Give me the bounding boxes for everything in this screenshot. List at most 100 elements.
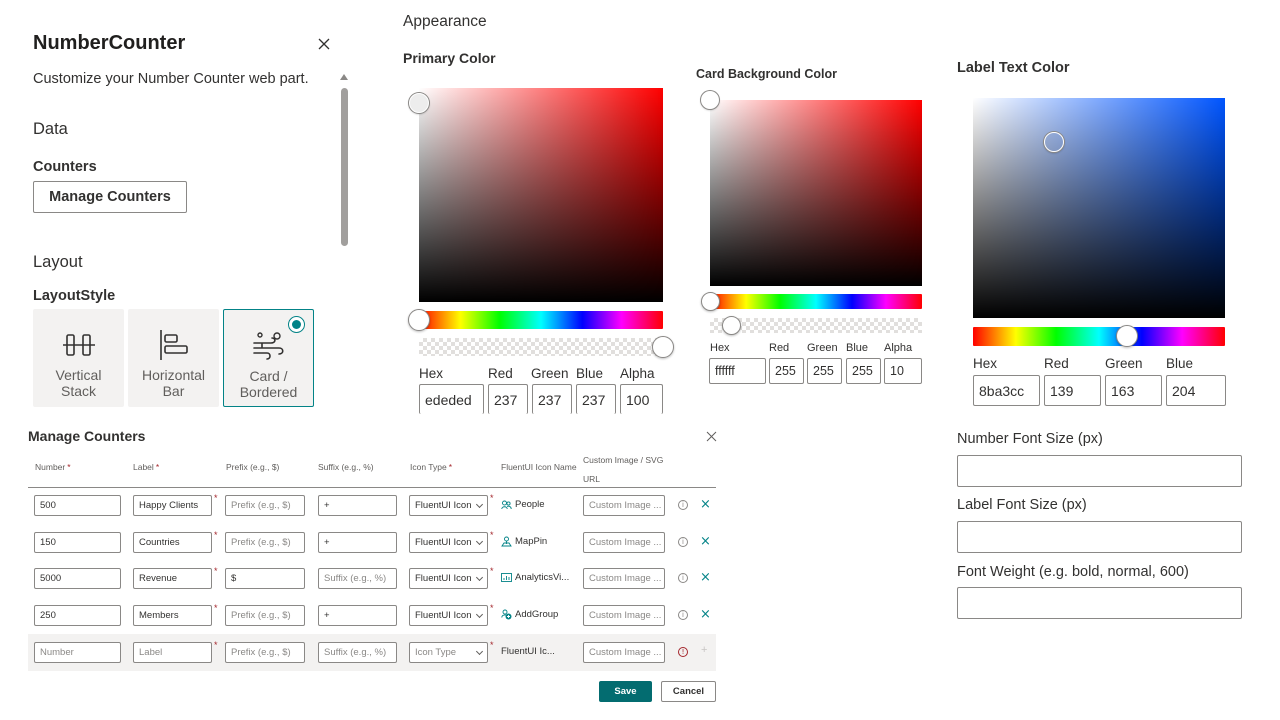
label-text-saturation-area[interactable]: [973, 98, 1225, 318]
font-weight-input[interactable]: [957, 587, 1242, 619]
new-custom-image-url-input[interactable]: Custom Image ...: [583, 642, 665, 663]
label-input[interactable]: Countries: [133, 532, 212, 553]
primary-alpha-input[interactable]: 100: [620, 384, 663, 414]
label-input[interactable]: Revenue: [133, 568, 212, 589]
new-prefix-input[interactable]: Prefix (e.g., $): [225, 642, 305, 663]
icon-name-text: People: [515, 499, 545, 510]
primary-hue-slider[interactable]: [419, 311, 663, 329]
card-bg-color-title: Card Background Color: [696, 67, 837, 81]
chevron-down-icon: [475, 647, 484, 656]
column-header-custom-image: Custom Image / SVG URL: [583, 455, 664, 484]
label-text-picker-thumb[interactable]: [1044, 132, 1064, 152]
primary-alpha-slider[interactable]: [419, 338, 663, 356]
layout-option-horizontal-bar[interactable]: Horizontal Bar: [128, 309, 219, 407]
custom-image-url-input[interactable]: Custom Image ...: [583, 605, 665, 626]
card-bg-hue-slider[interactable]: [710, 294, 922, 309]
info-icon[interactable]: i: [678, 573, 688, 583]
primary-hex-input[interactable]: ededed: [419, 384, 484, 414]
pane-scrollbar-thumb[interactable]: [341, 88, 348, 246]
number-input[interactable]: 150: [34, 532, 121, 553]
info-icon[interactable]: i: [678, 610, 688, 620]
new-suffix-input[interactable]: Suffix (e.g., %): [318, 642, 397, 663]
label-input[interactable]: Members: [133, 605, 212, 626]
card-bg-picker-thumb[interactable]: [701, 91, 719, 109]
card-bg-alpha-input[interactable]: 10: [884, 358, 922, 384]
font-weight-label: Font Weight (e.g. bold, normal, 600): [957, 564, 1189, 580]
prefix-input[interactable]: Prefix (e.g., $): [225, 605, 305, 626]
primary-green-input[interactable]: 237: [532, 384, 572, 414]
error-info-icon[interactable]: !: [678, 647, 688, 657]
icon-type-select[interactable]: FluentUI Icon: [409, 605, 488, 626]
card-bg-alpha-slider[interactable]: [710, 318, 922, 333]
card-bg-green-input[interactable]: 255: [807, 358, 842, 384]
delete-row-icon[interactable]: ×: [700, 534, 711, 549]
label-text-hex-input[interactable]: 8ba3cc: [973, 375, 1040, 406]
info-icon[interactable]: i: [678, 537, 688, 547]
primary-color-picker-thumb[interactable]: [409, 93, 429, 113]
custom-image-url-input[interactable]: Custom Image ...: [583, 568, 665, 589]
suffix-input[interactable]: +: [318, 532, 397, 553]
new-number-input[interactable]: Number: [34, 642, 121, 663]
card-bg-blue-input[interactable]: 255: [846, 358, 881, 384]
column-header-number: Number *: [35, 462, 71, 472]
label-text-green-input[interactable]: 163: [1105, 375, 1162, 406]
suffix-input[interactable]: Suffix (e.g., %): [318, 568, 397, 589]
primary-alpha-thumb[interactable]: [652, 336, 674, 358]
card-bg-red-label: Red: [769, 342, 790, 354]
scroll-up-arrow-icon[interactable]: [340, 74, 348, 80]
label-text-blue-input[interactable]: 204: [1166, 375, 1226, 406]
delete-row-icon[interactable]: ×: [700, 607, 711, 622]
number-input[interactable]: 500: [34, 495, 121, 516]
custom-image-url-input[interactable]: Custom Image ...: [583, 532, 665, 553]
primary-red-label: Red: [488, 366, 513, 381]
label-text-hue-slider[interactable]: [973, 327, 1225, 346]
icon-type-select[interactable]: FluentUI Icon: [409, 568, 488, 589]
add-row-plus-icon[interactable]: +: [701, 644, 708, 656]
add-group-icon: [501, 609, 512, 620]
save-button[interactable]: Save: [599, 681, 652, 702]
custom-image-url-input[interactable]: Custom Image ...: [583, 495, 665, 516]
number-input[interactable]: 250: [34, 605, 121, 626]
number-font-size-input[interactable]: [957, 455, 1242, 487]
card-bg-saturation-area[interactable]: [710, 100, 922, 286]
card-bg-hue-thumb[interactable]: [701, 292, 720, 311]
layout-option-vertical-stack[interactable]: Vertical Stack: [33, 309, 124, 407]
close-pane-icon[interactable]: [316, 36, 332, 52]
label-input[interactable]: Happy Clients: [133, 495, 212, 516]
close-dialog-icon[interactable]: [706, 431, 717, 442]
delete-row-icon[interactable]: ×: [700, 570, 711, 585]
primary-blue-input[interactable]: 237: [576, 384, 616, 414]
layout-option-card-bordered[interactable]: Card / Bordered: [223, 309, 314, 407]
manage-counters-button[interactable]: Manage Counters: [33, 181, 187, 213]
prefix-input[interactable]: Prefix (e.g., $): [225, 495, 305, 516]
suffix-input[interactable]: +: [318, 605, 397, 626]
info-icon[interactable]: i: [678, 500, 688, 510]
required-asterisk: *: [490, 530, 494, 540]
card-bg-blue-label: Blue: [846, 342, 869, 354]
icon-type-select[interactable]: FluentUI Icon: [409, 532, 488, 553]
label-text-red-input[interactable]: 139: [1044, 375, 1101, 406]
cancel-button[interactable]: Cancel: [661, 681, 716, 702]
number-input[interactable]: 5000: [34, 568, 121, 589]
chevron-down-icon: [475, 610, 484, 619]
prefix-input[interactable]: $: [225, 568, 305, 589]
card-bg-alpha-thumb[interactable]: [722, 316, 741, 335]
prefix-input[interactable]: Prefix (e.g., $): [225, 532, 305, 553]
card-bg-hex-input[interactable]: ffffff: [709, 358, 766, 384]
label-font-size-input[interactable]: [957, 521, 1242, 553]
suffix-input[interactable]: +: [318, 495, 397, 516]
icon-type-select[interactable]: FluentUI Icon: [409, 495, 488, 516]
card-bg-red-input[interactable]: 255: [769, 358, 804, 384]
counters-label: Counters: [33, 159, 97, 175]
primary-hue-thumb[interactable]: [408, 309, 430, 331]
new-icon-name-placeholder[interactable]: FluentUI Ic...: [501, 646, 555, 657]
new-label-input[interactable]: Label: [133, 642, 212, 663]
pane-description: Customize your Number Counter web part.: [33, 71, 309, 87]
primary-red-input[interactable]: 237: [488, 384, 528, 414]
delete-row-icon[interactable]: ×: [700, 497, 711, 512]
selected-radio-indicator: [288, 316, 305, 333]
new-icon-type-select[interactable]: Icon Type: [409, 642, 488, 663]
primary-color-saturation-area[interactable]: [419, 88, 663, 302]
label-text-hue-thumb[interactable]: [1116, 325, 1138, 347]
chevron-down-icon: [475, 500, 484, 509]
